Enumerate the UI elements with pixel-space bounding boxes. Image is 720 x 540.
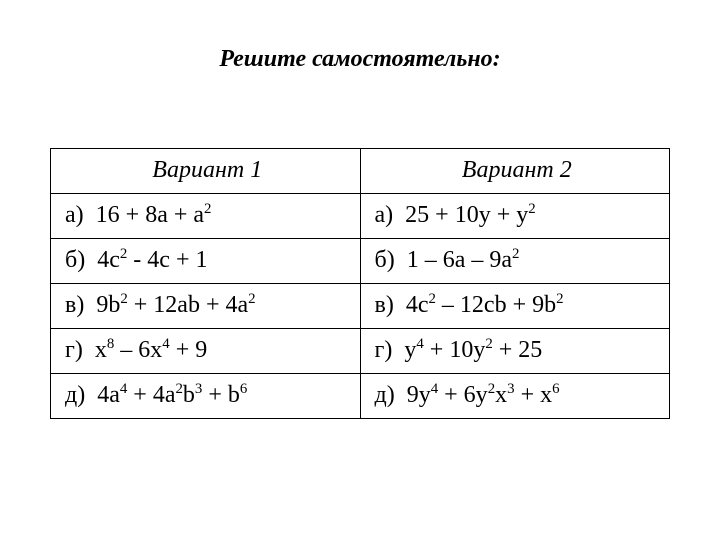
label: б) (375, 247, 395, 273)
table-row: б) 4c2 - 4c + 1 б) 1 – 6a – 9a2 (51, 239, 670, 284)
expr: 16 + 8a + a2 (96, 202, 212, 228)
expr: 9y4 + 6y2x3 + x6 (407, 382, 560, 408)
label: в) (65, 292, 84, 318)
col2-header: Вариант 2 (360, 149, 670, 194)
expr: 9b2 + 12ab + 4a2 (96, 292, 255, 318)
label: д) (375, 382, 395, 408)
exercise-table-wrap: Вариант 1 Вариант 2 а) 16 + 8a + a2 а) 2… (50, 148, 670, 419)
cell-v1-a: а) 16 + 8a + a2 (51, 194, 361, 239)
table-row: а) 16 + 8a + a2 а) 25 + 10y + y2 (51, 194, 670, 239)
expr: x8 – 6x4 + 9 (95, 337, 207, 363)
cell-v1-b: б) 4c2 - 4c + 1 (51, 239, 361, 284)
cell-v2-d: д) 9y4 + 6y2x3 + x6 (360, 374, 670, 419)
label: а) (375, 202, 394, 228)
expr: 4c2 – 12cb + 9b2 (406, 292, 564, 318)
cell-v2-v: в) 4c2 – 12cb + 9b2 (360, 284, 670, 329)
table-row: г) x8 – 6x4 + 9 г) y4 + 10y2 + 25 (51, 329, 670, 374)
expr: 1 – 6a – 9a2 (407, 247, 520, 273)
cell-v2-g: г) y4 + 10y2 + 25 (360, 329, 670, 374)
label: г) (375, 337, 393, 363)
label: б) (65, 247, 85, 273)
cell-v1-v: в) 9b2 + 12ab + 4a2 (51, 284, 361, 329)
table-row: д) 4a4 + 4a2b3 + b6 д) 9y4 + 6y2x3 + x6 (51, 374, 670, 419)
expr: 4c2 - 4c + 1 (97, 247, 207, 273)
label: д) (65, 382, 85, 408)
cell-v2-a: а) 25 + 10y + y2 (360, 194, 670, 239)
expr: 25 + 10y + y2 (405, 202, 536, 228)
cell-v2-b: б) 1 – 6a – 9a2 (360, 239, 670, 284)
expr: y4 + 10y2 + 25 (404, 337, 542, 363)
label: в) (375, 292, 394, 318)
cell-v1-d: д) 4a4 + 4a2b3 + b6 (51, 374, 361, 419)
table-row: в) 9b2 + 12ab + 4a2 в) 4c2 – 12cb + 9b2 (51, 284, 670, 329)
exercise-table: Вариант 1 Вариант 2 а) 16 + 8a + a2 а) 2… (50, 148, 670, 419)
page-title: Решите самостоятельно: (0, 0, 720, 73)
col1-header: Вариант 1 (51, 149, 361, 194)
table-header-row: Вариант 1 Вариант 2 (51, 149, 670, 194)
label: г) (65, 337, 83, 363)
expr: 4a4 + 4a2b3 + b6 (97, 382, 247, 408)
cell-v1-g: г) x8 – 6x4 + 9 (51, 329, 361, 374)
label: а) (65, 202, 84, 228)
